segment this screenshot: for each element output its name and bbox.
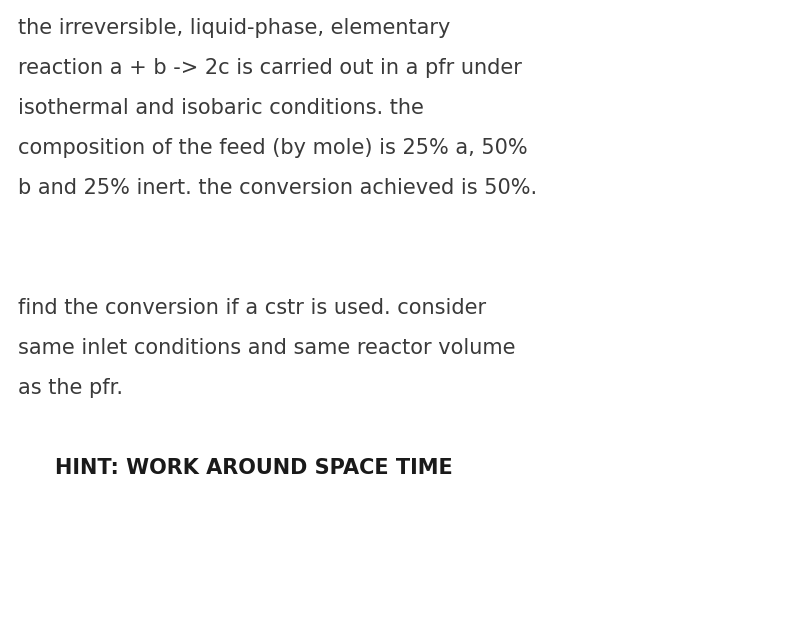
- Text: same inlet conditions and same reactor volume: same inlet conditions and same reactor v…: [18, 338, 516, 358]
- Text: b and 25% inert. the conversion achieved is 50%.: b and 25% inert. the conversion achieved…: [18, 178, 537, 198]
- Text: the irreversible, liquid-phase, elementary: the irreversible, liquid-phase, elementa…: [18, 18, 451, 38]
- Text: isothermal and isobaric conditions. the: isothermal and isobaric conditions. the: [18, 98, 424, 118]
- Text: HINT: WORK AROUND SPACE TIME: HINT: WORK AROUND SPACE TIME: [55, 458, 453, 478]
- Text: composition of the feed (by mole) is 25% a, 50%: composition of the feed (by mole) is 25%…: [18, 138, 528, 158]
- Text: find the conversion if a cstr is used. consider: find the conversion if a cstr is used. c…: [18, 298, 486, 318]
- Text: reaction a + b -> 2c is carried out in a pfr under: reaction a + b -> 2c is carried out in a…: [18, 58, 521, 78]
- Text: as the pfr.: as the pfr.: [18, 378, 123, 398]
